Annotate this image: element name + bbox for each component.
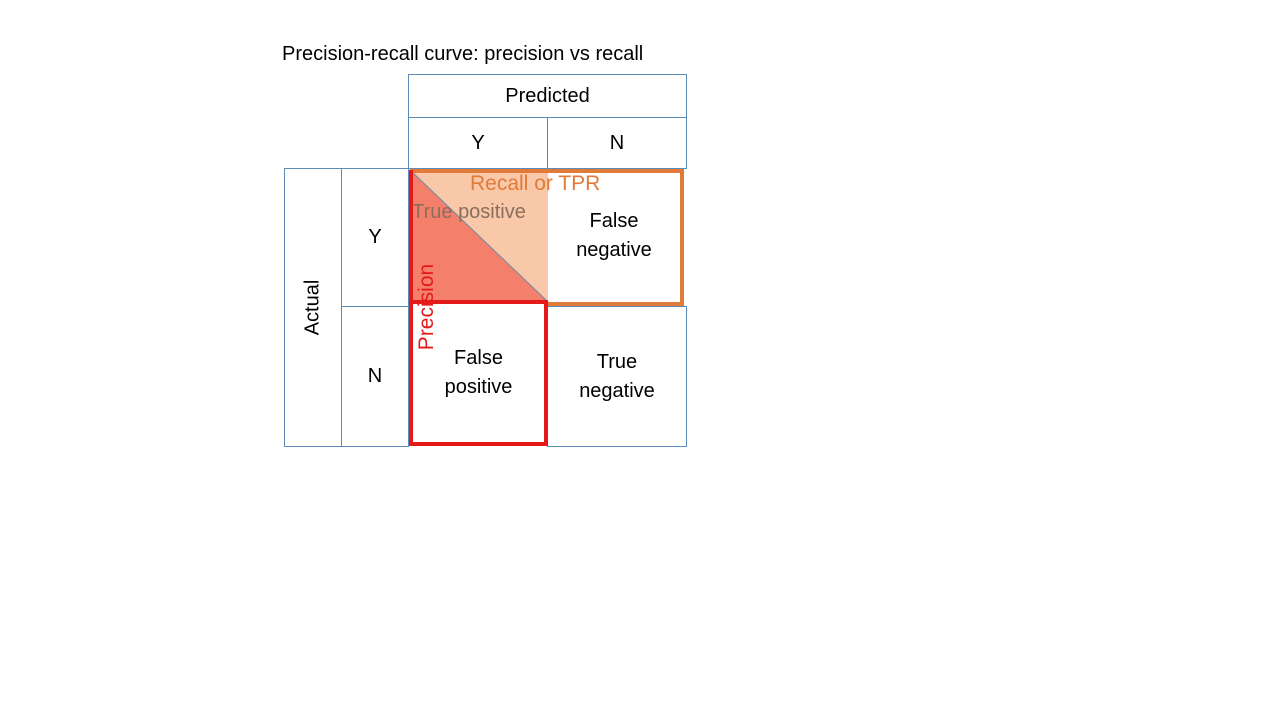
recall-outline-top [410,169,550,173]
row-header-y: Y [341,168,409,307]
true-positive-shading [410,170,548,302]
actual-header-label: Actual [301,279,324,336]
row-header-n-label: N [367,365,383,387]
precision-label: Precision [415,263,438,351]
true-negative-label: True negative [579,350,655,402]
false-negative-cell: False negative [548,170,680,302]
false-positive-label: False positive [444,347,513,398]
recall-outline [546,169,684,306]
actual-header: Actual [284,168,342,447]
row-header-n: N [341,306,409,447]
true-positive-cell: True positive [412,201,526,223]
predicted-header-label: Predicted [505,84,590,107]
diagram-title: Precision-recall curve: precision vs rec… [282,43,644,65]
column-header-n: N [547,117,687,169]
diagonal-divider [410,170,548,302]
precision-outline-left [409,170,413,302]
true-positive-triangles [410,170,548,302]
recall-label: Recall or TPR [470,172,601,195]
column-header-y: Y [408,117,548,169]
false-negative-label: False negative [576,210,652,261]
true-negative-cell: True negative [547,306,687,447]
column-header-y-label: Y [471,131,485,154]
row-header-y-label: Y [368,226,382,248]
column-header-n-label: N [609,131,625,154]
predicted-header: Predicted [408,74,687,118]
precision-outline [409,300,548,446]
false-positive-cell: False positive [413,304,544,442]
